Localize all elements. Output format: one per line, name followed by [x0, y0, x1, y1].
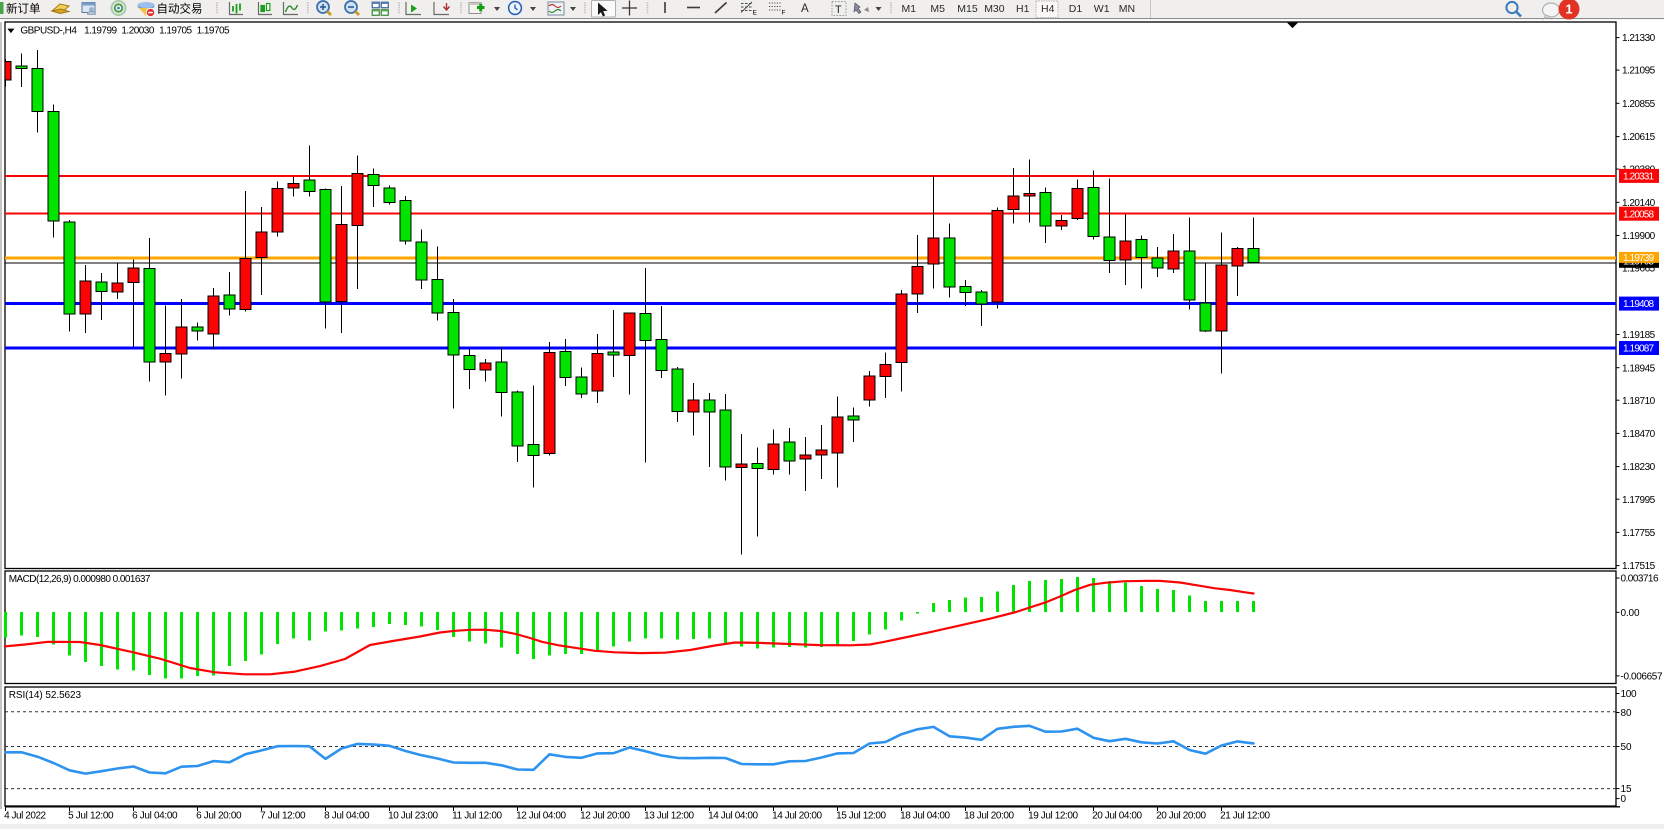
- svg-text:8 Jul 04:00: 8 Jul 04:00: [324, 811, 370, 822]
- svg-text:MN: MN: [1119, 3, 1135, 15]
- svg-text:MACD(12,26,9) 0.000980 0.00163: MACD(12,26,9) 0.000980 0.001637: [9, 574, 151, 585]
- svg-text:1.20140: 1.20140: [1622, 198, 1656, 209]
- svg-text:7 Jul 12:00: 7 Jul 12:00: [260, 811, 306, 822]
- svg-text:M30: M30: [984, 3, 1005, 15]
- svg-text:13 Jul 12:00: 13 Jul 12:00: [644, 811, 694, 822]
- svg-text:F: F: [782, 10, 786, 17]
- svg-text:18 Jul 20:00: 18 Jul 20:00: [964, 811, 1014, 822]
- svg-text:1.20030: 1.20030: [121, 26, 154, 37]
- svg-text:1.20058: 1.20058: [1623, 209, 1654, 220]
- svg-text:19 Jul 12:00: 19 Jul 12:00: [1028, 811, 1078, 822]
- svg-text:M1: M1: [902, 3, 917, 15]
- svg-text:15: 15: [1621, 784, 1632, 795]
- svg-text:15 Jul 12:00: 15 Jul 12:00: [836, 811, 886, 822]
- svg-text:20 Jul 20:00: 20 Jul 20:00: [1156, 811, 1206, 822]
- svg-text:-0.006657: -0.006657: [1621, 672, 1663, 683]
- svg-text:50: 50: [1621, 742, 1632, 753]
- svg-text:1.21095: 1.21095: [1622, 66, 1656, 77]
- svg-text:18 Jul 04:00: 18 Jul 04:00: [900, 811, 950, 822]
- svg-text:14 Jul 04:00: 14 Jul 04:00: [708, 811, 758, 822]
- svg-text:1.17995: 1.17995: [1622, 495, 1656, 506]
- svg-text:11 Jul 12:00: 11 Jul 12:00: [452, 811, 502, 822]
- svg-text:6 Jul 20:00: 6 Jul 20:00: [196, 811, 242, 822]
- svg-text:0.003716: 0.003716: [1621, 574, 1659, 585]
- svg-text:1.17515: 1.17515: [1622, 561, 1656, 572]
- svg-text:1.19665: 1.19665: [1622, 264, 1656, 275]
- svg-text:80: 80: [1621, 708, 1632, 719]
- svg-text:1.19900: 1.19900: [1622, 231, 1656, 242]
- svg-text:1.19087: 1.19087: [1623, 344, 1654, 355]
- svg-text:21 Jul 12:00: 21 Jul 12:00: [1220, 811, 1270, 822]
- svg-text:自动交易: 自动交易: [157, 2, 203, 16]
- svg-text:12 Jul 04:00: 12 Jul 04:00: [516, 811, 566, 822]
- svg-text:14 Jul 20:00: 14 Jul 20:00: [772, 811, 822, 822]
- svg-text:1.19408: 1.19408: [1623, 299, 1654, 310]
- svg-text:1.19185: 1.19185: [1622, 330, 1656, 341]
- svg-text:1.19705: 1.19705: [159, 26, 192, 37]
- svg-text:0.00: 0.00: [1621, 608, 1640, 619]
- svg-text:1.21330: 1.21330: [1622, 33, 1656, 44]
- svg-text:1.19799: 1.19799: [84, 26, 117, 37]
- svg-text:1.18470: 1.18470: [1622, 429, 1656, 440]
- svg-text:RSI(14) 52.5623: RSI(14) 52.5623: [9, 690, 82, 701]
- svg-text:H1: H1: [1016, 3, 1030, 15]
- svg-text:1.20331: 1.20331: [1623, 172, 1654, 183]
- svg-text:新订单: 新订单: [6, 2, 41, 16]
- svg-text:T: T: [835, 4, 842, 16]
- svg-text:1.20615: 1.20615: [1622, 132, 1656, 143]
- svg-text:1.19705: 1.19705: [197, 26, 230, 37]
- svg-text:1.20855: 1.20855: [1622, 99, 1656, 110]
- svg-text:D1: D1: [1069, 3, 1083, 15]
- svg-text:20 Jul 04:00: 20 Jul 04:00: [1092, 811, 1142, 822]
- svg-text:1: 1: [1565, 2, 1572, 17]
- svg-text:100: 100: [1621, 689, 1637, 700]
- svg-text:1.17755: 1.17755: [1622, 528, 1656, 539]
- svg-text:1.19739: 1.19739: [1623, 253, 1654, 264]
- svg-text:12 Jul 20:00: 12 Jul 20:00: [580, 811, 630, 822]
- svg-text:H4: H4: [1041, 3, 1055, 15]
- svg-text:0: 0: [1621, 794, 1627, 805]
- svg-text:5 Jul 12:00: 5 Jul 12:00: [68, 811, 114, 822]
- svg-text:4 Jul 2022: 4 Jul 2022: [4, 811, 46, 822]
- svg-text:M15: M15: [957, 3, 978, 15]
- svg-text:1.18230: 1.18230: [1622, 462, 1656, 473]
- svg-text:GBPUSD-,H4: GBPUSD-,H4: [20, 26, 77, 37]
- svg-text:W1: W1: [1094, 3, 1110, 15]
- svg-text:10 Jul 23:00: 10 Jul 23:00: [388, 811, 438, 822]
- svg-text:6 Jul 04:00: 6 Jul 04:00: [132, 811, 178, 822]
- svg-text:E: E: [753, 10, 758, 17]
- svg-text:1.18710: 1.18710: [1622, 396, 1656, 407]
- svg-text:A: A: [801, 3, 809, 15]
- svg-text:1.18945: 1.18945: [1622, 363, 1656, 374]
- svg-text:M5: M5: [930, 3, 945, 15]
